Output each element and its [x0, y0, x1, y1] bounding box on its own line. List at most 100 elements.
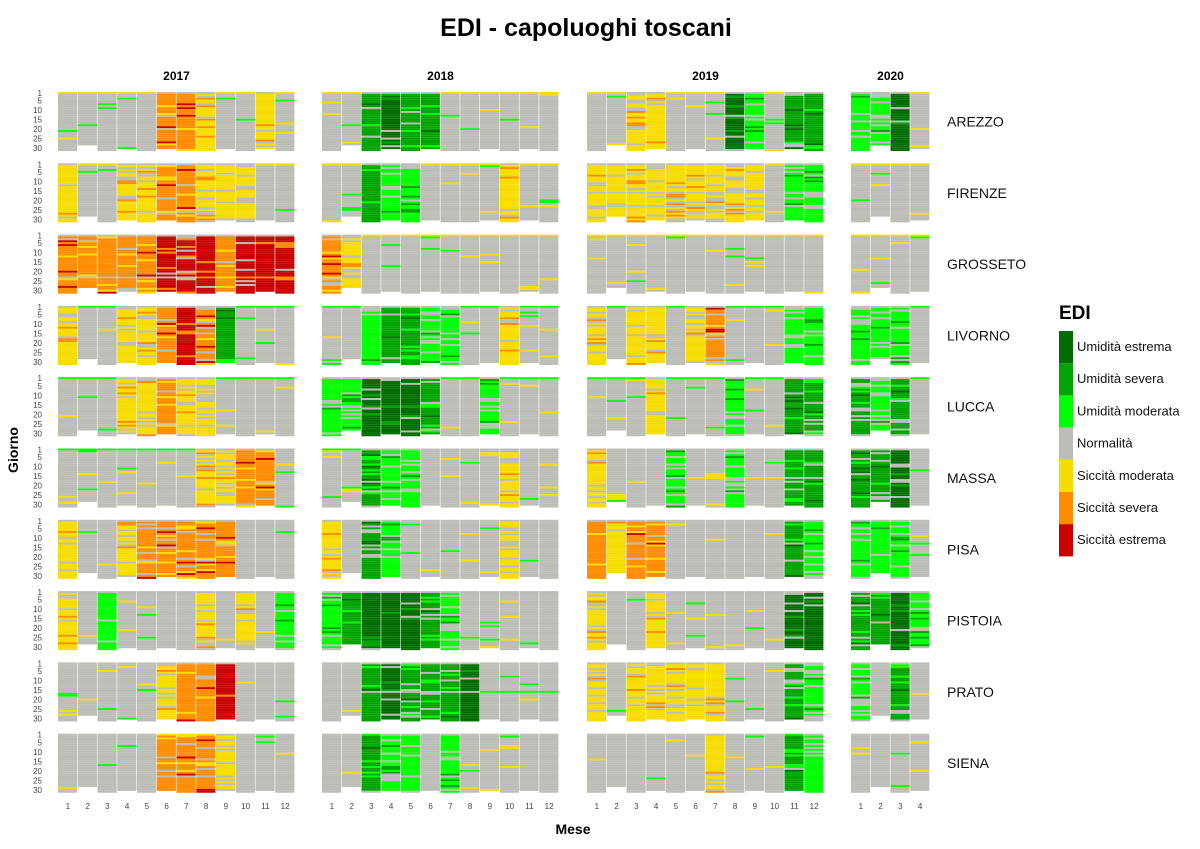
day-stripe [137, 174, 157, 177]
day-stripe [460, 214, 480, 217]
day-stripe [784, 189, 804, 192]
day-stripe [156, 169, 176, 171]
day-stripe [440, 319, 460, 322]
day-stripe [480, 131, 500, 134]
day-stripe [725, 178, 745, 181]
day-stripe [666, 274, 686, 277]
day-stripe [275, 141, 295, 144]
day-stripe [341, 351, 361, 354]
day-stripe [685, 101, 705, 104]
day-stripe [745, 169, 765, 171]
day-stripe [804, 101, 824, 104]
day-stripe [58, 363, 78, 365]
day-stripe [255, 326, 275, 329]
day-stripe [460, 205, 480, 208]
day-stripe [58, 118, 78, 121]
day-stripe [97, 131, 117, 134]
day-stripe [784, 191, 804, 194]
day-stripe [440, 361, 460, 364]
day-stripe [361, 343, 381, 346]
day-stripe [275, 186, 295, 189]
day-stripe [685, 188, 705, 190]
day-stripe [851, 255, 871, 258]
day-stripe [519, 92, 539, 94]
day-stripe [196, 147, 216, 150]
day-stripe [499, 332, 519, 335]
day-stripe [255, 137, 275, 140]
day-stripe [361, 251, 381, 254]
day-stripe [804, 343, 824, 346]
day-stripe [58, 143, 78, 146]
day-stripe [890, 191, 910, 194]
day-stripe [341, 201, 361, 204]
day-stripe [97, 349, 117, 352]
day-stripe [235, 107, 255, 110]
day-stripe [539, 172, 559, 175]
day-stripe [440, 128, 460, 131]
day-stripe [117, 216, 137, 219]
day-stripe [196, 328, 216, 331]
day-stripe [499, 240, 519, 243]
day-stripe [480, 212, 500, 215]
day-stripe [606, 247, 626, 250]
day-stripe [137, 93, 157, 96]
day-stripe [361, 199, 381, 202]
day-stripe [58, 332, 78, 335]
day-stripe [460, 238, 480, 241]
day-stripe [255, 319, 275, 322]
day-stripe [519, 101, 539, 104]
day-stripe [804, 284, 824, 287]
day-stripe [480, 203, 500, 206]
day-stripe [322, 278, 342, 281]
day-stripe [97, 284, 117, 287]
day-stripe [381, 330, 401, 333]
day-stripe [890, 216, 910, 219]
month-cell-firenze-2018-7 [440, 163, 460, 223]
day-stripe [97, 193, 117, 196]
day-stripe [745, 120, 765, 123]
day-stripe [745, 165, 765, 168]
day-stripe [910, 139, 930, 142]
day-stripe [725, 105, 745, 108]
day-stripe [606, 305, 626, 308]
day-stripe [176, 188, 196, 190]
day-stripe [519, 174, 539, 177]
day-stripe [519, 255, 539, 258]
day-stripe [890, 212, 910, 215]
day-stripe [275, 328, 295, 331]
day-stripe [685, 193, 705, 196]
day-stripe [440, 330, 460, 333]
day-stripe [764, 244, 784, 247]
day-stripe [626, 355, 646, 358]
day-stripe [440, 272, 460, 275]
day-stripe [216, 128, 236, 131]
day-stripe [255, 340, 275, 343]
day-stripe [685, 251, 705, 254]
day-stripe [606, 191, 626, 194]
day-stripe [519, 214, 539, 217]
day-stripe [361, 143, 381, 146]
day-stripe [361, 208, 381, 211]
day-stripe [646, 353, 666, 356]
day-stripe [77, 124, 97, 127]
day-stripe [519, 315, 539, 318]
day-stripe [196, 319, 216, 322]
day-stripe [460, 251, 480, 254]
day-stripe [196, 126, 216, 129]
day-stripe [275, 165, 295, 168]
day-stripe [216, 197, 236, 200]
day-stripe [606, 336, 626, 339]
day-stripe [646, 278, 666, 281]
day-stripe [480, 101, 500, 104]
day-stripe [97, 338, 117, 341]
day-stripe [685, 109, 705, 112]
day-stripe [539, 274, 559, 277]
day-stripe [137, 313, 157, 316]
day-stripe [275, 349, 295, 352]
day-stripe [341, 247, 361, 250]
day-stripe [420, 112, 440, 115]
day-stripe [519, 95, 539, 98]
day-stripe [606, 345, 626, 348]
month-cell-livorno-2017-3 [97, 305, 117, 365]
day-stripe [196, 236, 216, 239]
